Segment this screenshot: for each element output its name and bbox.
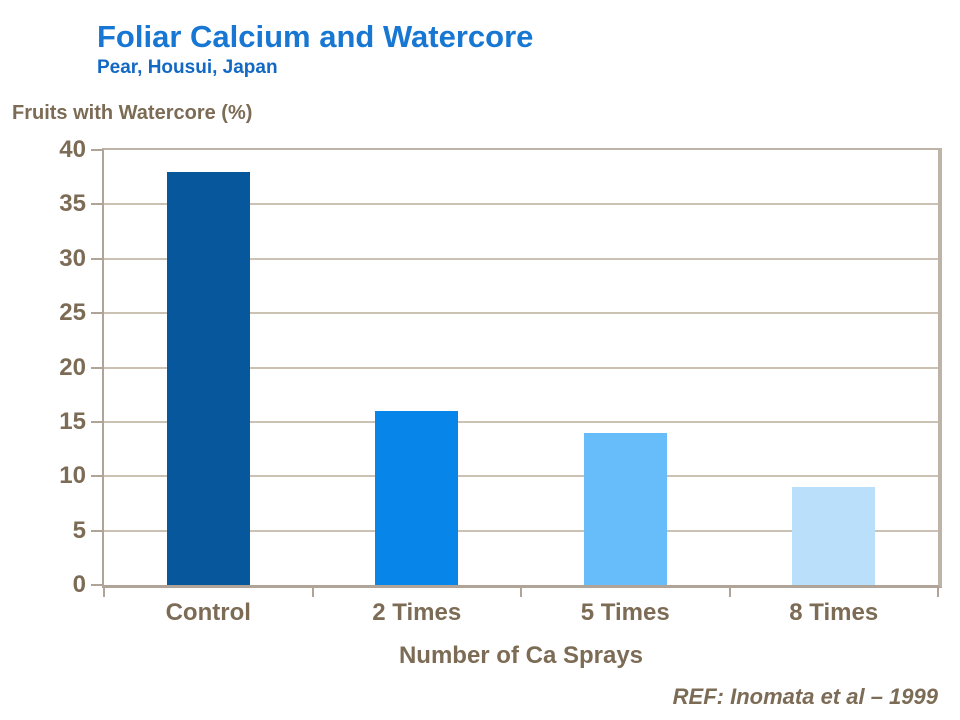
x-category-label-2-times: 2 Times xyxy=(372,599,462,626)
y-tick-label: 30 xyxy=(59,244,86,272)
gridline xyxy=(104,475,938,478)
plot-area: 0 5 10 15 20 25 30 35 40 xyxy=(59,137,942,598)
y-tick-label: 40 xyxy=(59,136,86,163)
y-axis-title: Fruits with Watercore (%) xyxy=(12,102,253,124)
bar-8-times xyxy=(792,487,876,585)
chart-title: Foliar Calcium and Watercore xyxy=(97,19,534,54)
y-tick-label: 15 xyxy=(59,407,86,435)
y-axis-tick xyxy=(91,312,102,315)
x-category-label-5-times: 5 Times xyxy=(580,599,670,626)
y-tick-label: 20 xyxy=(59,353,86,381)
y-axis-tick xyxy=(91,366,102,369)
x-axis-tick xyxy=(520,588,522,597)
y-axis-tick xyxy=(91,584,102,586)
gridline xyxy=(104,312,938,315)
bar-5-times xyxy=(583,432,667,585)
x-axis-tick xyxy=(728,588,731,597)
y-tick-label: 35 xyxy=(59,190,86,218)
x-axis-tick xyxy=(937,588,939,597)
reference-text: REF: Inomata et al – 1999 xyxy=(672,684,938,709)
x-axis-title: Number of Ca Sprays xyxy=(398,642,644,669)
y-tick-label: 0 xyxy=(72,571,86,598)
y-axis-tick xyxy=(91,203,102,206)
bar-2-times xyxy=(375,411,459,585)
x-category-labels: Control 2 Times 5 Times 8 Times xyxy=(104,599,938,627)
gridline xyxy=(104,529,938,532)
y-tick-label: 25 xyxy=(59,299,86,327)
y-axis-tick xyxy=(91,149,102,151)
y-axis-tick xyxy=(91,529,102,532)
gridline xyxy=(104,257,938,260)
bar-control xyxy=(166,171,250,585)
chart-subtitle: Pear, Housui, Japan xyxy=(97,57,278,78)
x-category-label-8-times: 8 Times xyxy=(789,599,879,626)
y-tick-label: 10 xyxy=(59,462,86,490)
y-tick-label: 5 xyxy=(72,516,86,544)
y-axis-tick xyxy=(91,257,102,260)
y-axis-tick xyxy=(91,420,102,423)
y-axis-tick xyxy=(91,475,102,478)
x-axis-tick xyxy=(103,588,105,597)
x-axis-tick xyxy=(311,588,314,597)
gridline xyxy=(104,420,938,423)
gridline xyxy=(104,203,938,206)
x-category-label-control: Control xyxy=(165,599,251,626)
gridline xyxy=(104,366,938,369)
